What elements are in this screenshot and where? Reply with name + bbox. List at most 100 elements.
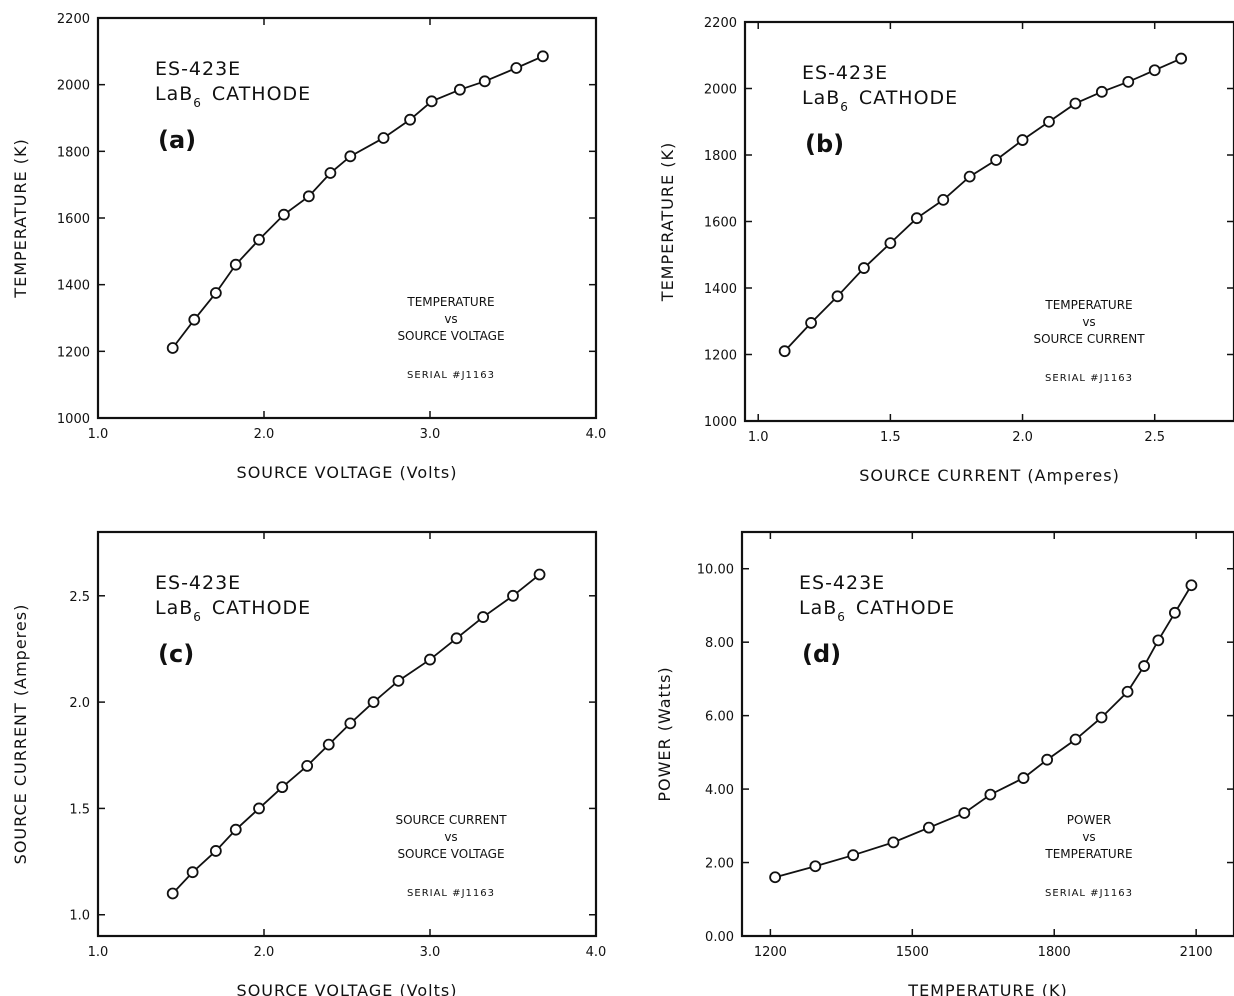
data-point bbox=[324, 167, 337, 179]
data-point bbox=[507, 589, 519, 602]
data-point bbox=[377, 132, 390, 144]
data-point bbox=[425, 95, 438, 108]
data-point bbox=[1122, 75, 1135, 88]
data-point bbox=[367, 696, 380, 709]
series-line bbox=[774, 584, 1193, 879]
y-tick-label: 1200 bbox=[704, 349, 737, 364]
caption-line: SOURCE CURRENT bbox=[395, 813, 507, 827]
data-point bbox=[450, 632, 463, 645]
cathode-prefix: LaB bbox=[799, 597, 837, 619]
device-label: ES-423E bbox=[799, 572, 885, 594]
data-point bbox=[1138, 660, 1151, 672]
data-point bbox=[510, 62, 523, 74]
data-point bbox=[344, 717, 357, 730]
cathode-suffix: CATHODE bbox=[856, 597, 955, 619]
data-point bbox=[477, 611, 490, 623]
caption-line: vs bbox=[444, 312, 457, 326]
data-point bbox=[229, 258, 242, 271]
y-tick-label: 2000 bbox=[57, 79, 90, 94]
panel-letter: (b) bbox=[805, 130, 844, 158]
serial-label: SERIAL #J1163 bbox=[1045, 888, 1133, 899]
data-point bbox=[847, 849, 860, 862]
plot-frame bbox=[96, 530, 598, 938]
panel-letter: (a) bbox=[158, 126, 196, 154]
data-point bbox=[884, 237, 897, 250]
x-tick-label: 1.0 bbox=[88, 945, 109, 960]
data-point bbox=[533, 568, 546, 581]
x-tick-label: 2.0 bbox=[254, 945, 275, 960]
data-point bbox=[990, 154, 1003, 166]
data-point bbox=[887, 836, 900, 849]
cathode-suffix: CATHODE bbox=[212, 83, 311, 105]
y-tick-label: 1.5 bbox=[69, 802, 90, 817]
data-point bbox=[166, 342, 179, 354]
data-point bbox=[1069, 97, 1082, 110]
y-tick-label: 1000 bbox=[704, 415, 737, 430]
cathode-prefix: LaB bbox=[802, 87, 840, 109]
y-tick-label: 1600 bbox=[57, 212, 90, 227]
data-point bbox=[963, 170, 976, 183]
data-point bbox=[301, 759, 314, 772]
data-point bbox=[1095, 711, 1108, 724]
x-tick-label: 2100 bbox=[1180, 945, 1213, 960]
cathode-suffix: CATHODE bbox=[212, 597, 311, 619]
y-tick-label: 4.00 bbox=[705, 783, 734, 798]
x-axis-title: SOURCE VOLTAGE (Volts) bbox=[237, 463, 458, 482]
data-point bbox=[253, 233, 265, 246]
y-tick-label: 1000 bbox=[57, 412, 90, 427]
x-tick-label: 2.0 bbox=[1012, 430, 1033, 445]
y-tick-label: 2000 bbox=[704, 83, 737, 98]
panel-letter: (c) bbox=[158, 640, 194, 668]
data-point bbox=[1069, 733, 1082, 746]
data-point bbox=[769, 871, 782, 884]
y-tick-label: 1200 bbox=[57, 345, 90, 360]
x-tick-label: 4.0 bbox=[586, 427, 607, 442]
data-point bbox=[404, 113, 416, 126]
y-axis-title: SOURCE CURRENT (Amperes) bbox=[11, 604, 30, 865]
x-tick-label: 1.5 bbox=[880, 430, 901, 445]
data-point bbox=[276, 781, 289, 794]
caption-line: TEMPERATURE bbox=[1044, 298, 1132, 312]
x-tick-label: 1.0 bbox=[748, 430, 769, 445]
data-point bbox=[253, 802, 265, 815]
cathode-subscript: 6 bbox=[193, 610, 202, 624]
y-axis-title: TEMPERATURE (K) bbox=[658, 142, 677, 302]
data-point bbox=[1095, 85, 1108, 98]
data-point bbox=[1168, 606, 1181, 619]
data-point bbox=[536, 50, 549, 63]
y-tick-label: 1800 bbox=[704, 149, 737, 164]
device-label: ES-423E bbox=[155, 572, 241, 594]
data-point bbox=[344, 150, 357, 163]
x-tick-label: 2.5 bbox=[1144, 430, 1165, 445]
data-point bbox=[1121, 685, 1134, 698]
x-tick-label: 4.0 bbox=[586, 945, 607, 960]
x-tick-label: 3.0 bbox=[420, 945, 441, 960]
data-point bbox=[1043, 115, 1055, 128]
data-point bbox=[910, 212, 923, 225]
panel-letter: (d) bbox=[802, 640, 841, 668]
y-tick-label: 2.0 bbox=[69, 696, 90, 711]
data-point bbox=[778, 345, 791, 358]
x-tick-label: 1500 bbox=[896, 945, 929, 960]
cathode-prefix: LaB bbox=[155, 83, 193, 105]
y-tick-label: 6.00 bbox=[705, 710, 734, 725]
data-point bbox=[209, 845, 222, 857]
series-line bbox=[171, 55, 544, 349]
chart-panel-a: 1.0 2.0 3.0 4.0 1000 1200 1400 1600 1800 2000 2200… bbox=[11, 12, 606, 482]
x-tick-label: 3.0 bbox=[420, 427, 441, 442]
caption-line: SOURCE VOLTAGE bbox=[397, 847, 504, 861]
data-point bbox=[937, 193, 950, 206]
cathode-label: LaB6 CATHODE bbox=[155, 83, 311, 110]
y-tick-label: 1400 bbox=[57, 279, 90, 294]
y-tick-label: 2200 bbox=[704, 16, 737, 31]
x-tick-label: 1800 bbox=[1038, 945, 1071, 960]
data-point bbox=[302, 190, 315, 203]
device-label: ES-423E bbox=[155, 58, 241, 80]
caption-line: vs bbox=[1082, 315, 1095, 329]
x-tick-label: 2.0 bbox=[254, 427, 275, 442]
data-point bbox=[831, 290, 844, 303]
cathode-subscript: 6 bbox=[837, 610, 846, 624]
series-line bbox=[783, 57, 1182, 352]
data-point bbox=[322, 738, 335, 751]
caption-line: SOURCE VOLTAGE bbox=[397, 329, 504, 343]
